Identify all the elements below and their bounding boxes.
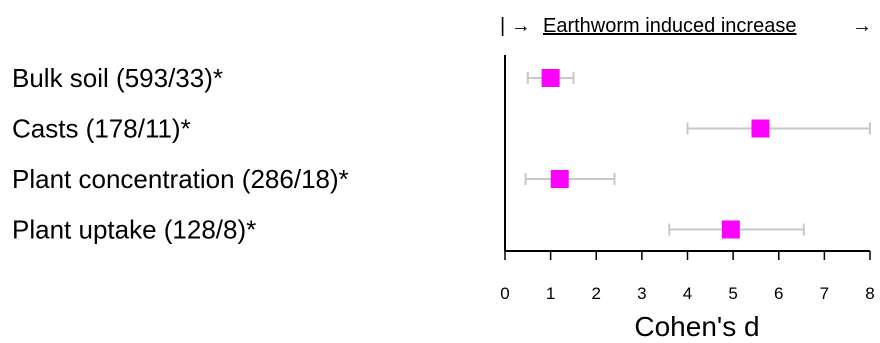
row-label: Plant concentration (286/18)*: [12, 164, 349, 194]
x-tick-label: 8: [865, 284, 874, 303]
annotation-suffix: →: [852, 15, 872, 37]
x-tick-label: 0: [500, 284, 509, 303]
x-tick-label: 3: [637, 284, 646, 303]
x-tick-label: 7: [820, 284, 829, 303]
annotation-text: Earthworm induced increase: [543, 15, 796, 37]
x-ticks: 0 1 2 3 4 5 6 7 8: [500, 251, 875, 303]
x-tick-label: 1: [546, 284, 555, 303]
effect-marker: [721, 220, 740, 239]
row-label: Casts (178/11)*: [12, 114, 191, 144]
row-label: Plant uptake (128/8)*: [12, 215, 256, 245]
x-tick-label: 5: [728, 284, 737, 303]
effect-marker: [751, 119, 770, 138]
row-label: Bulk soil (593/33)*: [12, 63, 223, 93]
x-axis-title: Cohen's d: [634, 311, 759, 342]
x-tick-label: 6: [774, 284, 783, 303]
rows: Bulk soil (593/33)* Casts (178/11)* Plant …: [12, 63, 871, 245]
annotation: | → Earthworm induced increase →: [500, 15, 872, 37]
x-tick-label: 4: [683, 284, 692, 303]
x-tick-label: 2: [592, 284, 601, 303]
effect-marker: [541, 69, 560, 87]
effect-marker: [550, 170, 569, 188]
annotation-prefix: | →: [500, 15, 531, 37]
